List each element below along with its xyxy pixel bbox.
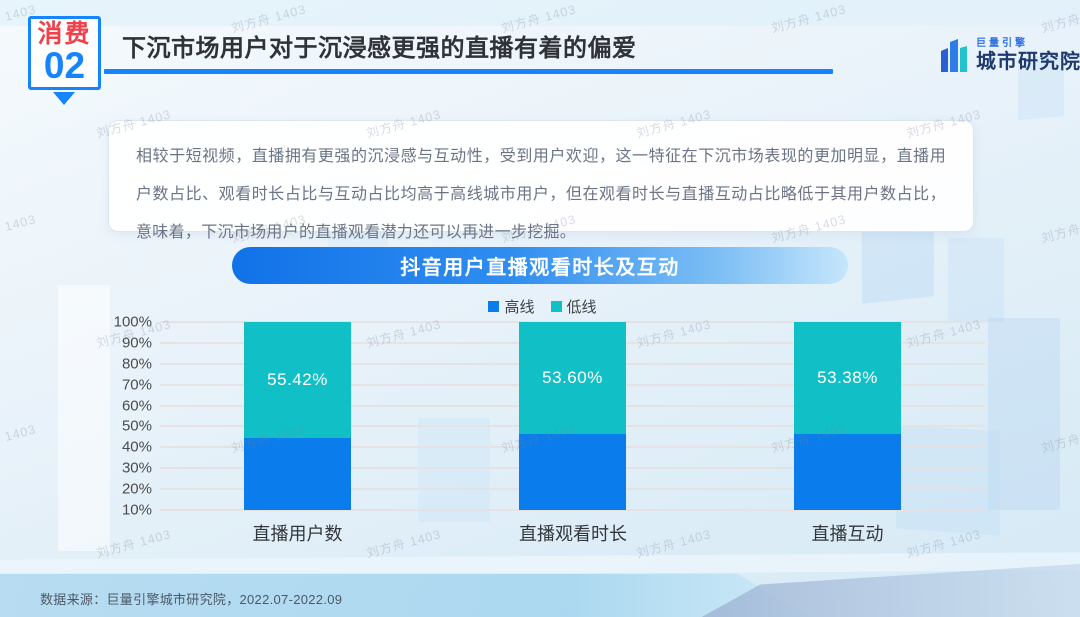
- segment-low-tier: 53.38%: [794, 322, 901, 434]
- summary-box: 相较于短视频，直播拥有更强的沉浸感与互动性，受到用户欢迎，这一特征在下沉市场表现…: [108, 120, 974, 241]
- category-labels: 直播用户数 直播观看时长 直播互动: [160, 520, 985, 546]
- chart-title: 抖音用户直播观看时长及互动: [400, 257, 680, 279]
- logo-brand-text: 巨量引擎: [976, 38, 1028, 49]
- bar-value-label: 53.60%: [542, 367, 603, 387]
- page-title: 下沉市场用户对于沉浸感更强的直播有着的偏爱: [122, 35, 637, 62]
- stacked-bar: 53.38%: [794, 322, 901, 510]
- y-tick-label: 80%: [121, 355, 152, 373]
- bottom-right-polygon-decoration: [701, 563, 1080, 617]
- bottom-stripe-decoration: [0, 552, 1080, 578]
- y-tick-label: 90%: [121, 334, 152, 352]
- watermark-text: 刘方舟 1403: [1039, 212, 1080, 246]
- legend-item-低线: 低线: [550, 296, 597, 317]
- legend-swatch: [550, 301, 562, 312]
- watermark-text: 刘方舟 1403: [0, 422, 38, 456]
- summary-text: 相较于短视频，直播拥有更强的沉浸感与互动性，受到用户欢迎，这一特征在下沉市场表现…: [136, 148, 946, 241]
- watermark-text: 刘方舟 1403: [769, 2, 848, 36]
- legend-label: 低线: [566, 299, 597, 316]
- category-label: 直播观看时长: [519, 524, 627, 544]
- y-tick-label: 70%: [121, 376, 152, 394]
- y-tick-label: 100%: [113, 313, 152, 331]
- bars: 55.42% 53.60% 53.38%: [160, 322, 985, 510]
- y-tick-label: 40%: [121, 438, 152, 456]
- bar-value-label: 53.38%: [817, 367, 878, 387]
- y-tick-label: 50%: [121, 417, 152, 435]
- segment-low-tier: 55.42%: [244, 322, 351, 438]
- section-badge: 消费 02: [28, 16, 101, 90]
- y-axis: 100% 90% 80% 70% 60% 50% 40% 30% 20% 10%: [60, 314, 152, 519]
- stacked-bar: 55.42%: [244, 322, 351, 510]
- category-label: 直播互动: [811, 524, 884, 544]
- watermark-text: 刘方舟 1403: [1039, 2, 1080, 36]
- category-label: 直播用户数: [252, 524, 343, 544]
- segment-high-tier: [519, 433, 626, 510]
- legend-item-高线: 高线: [488, 296, 535, 317]
- section-badge-number: 02: [43, 45, 86, 87]
- y-tick-label: 30%: [121, 459, 152, 477]
- title-underline: [104, 69, 833, 74]
- segment-low-tier: 53.60%: [519, 322, 626, 434]
- logo-name-text: 城市研究院: [976, 51, 1080, 73]
- data-source-note: 数据来源：巨量引擎城市研究院，2022.07-2022.09: [40, 592, 343, 607]
- watermark-text: 刘方舟 1403: [1039, 422, 1080, 456]
- chart-title-pill: 抖音用户直播观看时长及互动: [232, 247, 848, 284]
- segment-high-tier: [794, 433, 901, 510]
- y-tick-label: 20%: [121, 480, 152, 498]
- legend-swatch: [488, 301, 500, 312]
- segment-high-tier: [244, 437, 351, 510]
- stacked-bar: 53.60%: [519, 322, 626, 510]
- legend-label: 高线: [504, 299, 535, 316]
- watermark-text: 刘方舟 1403: [0, 212, 38, 246]
- legend: 高线 低线: [130, 296, 955, 317]
- bar-value-label: 55.42%: [267, 369, 328, 389]
- city-buildings-icon: [941, 39, 967, 72]
- y-tick-label: 10%: [121, 501, 152, 519]
- badge-pointer-triangle: [53, 92, 75, 105]
- gridline: [160, 509, 985, 511]
- building-decoration: [988, 318, 1060, 510]
- brand-logo: 巨量引擎 城市研究院: [941, 36, 1080, 72]
- building-decoration: [948, 238, 1004, 322]
- bottom-band-decoration: [0, 0, 1080, 26]
- y-tick-label: 60%: [121, 397, 152, 415]
- section-badge-category: 消费: [37, 20, 92, 49]
